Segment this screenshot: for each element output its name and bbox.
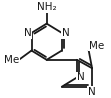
Text: N: N: [88, 87, 96, 97]
Text: N: N: [77, 73, 85, 83]
Text: Me: Me: [89, 41, 104, 51]
Text: N: N: [62, 28, 70, 38]
Text: Me: Me: [4, 55, 19, 65]
Text: N: N: [24, 28, 32, 38]
Text: NH₂: NH₂: [37, 2, 56, 12]
